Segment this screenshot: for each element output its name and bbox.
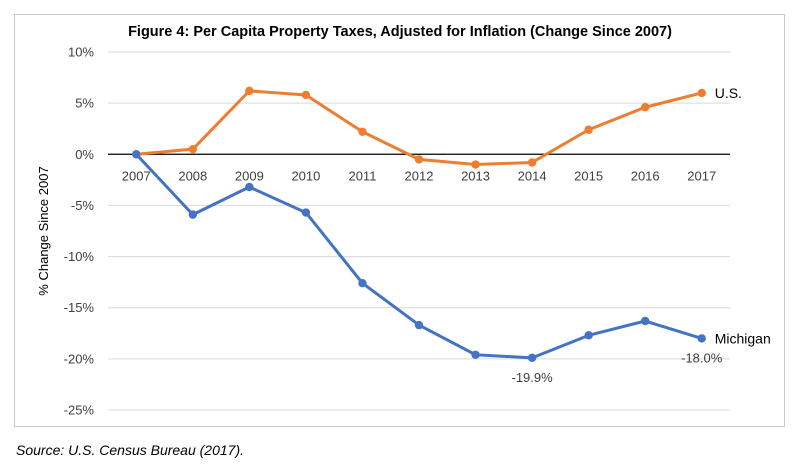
y-axis-label: % Change Since 2007 [36, 166, 51, 295]
series-line-us [136, 89, 703, 167]
data-label: -18.0% [681, 350, 723, 365]
series-label: U.S. [715, 85, 742, 101]
data-point [697, 334, 706, 343]
x-tick-label: 2015 [574, 168, 603, 183]
data-point [132, 150, 141, 159]
data-point [527, 353, 537, 363]
data-point [527, 158, 537, 167]
x-tick-label: 2010 [291, 168, 320, 183]
data-point [471, 160, 480, 169]
data-point [358, 278, 367, 288]
x-tick-label: 2016 [631, 168, 660, 183]
x-tick-label: 2007 [122, 168, 151, 183]
x-tick-label: 2014 [518, 168, 547, 183]
data-point [471, 350, 480, 359]
x-tick-label: 2009 [235, 168, 264, 183]
chart-title: Figure 4: Per Capita Property Taxes, Adj… [128, 24, 672, 40]
data-point [301, 90, 311, 100]
x-tick-label: 2011 [348, 168, 376, 183]
chart-frame [14, 14, 785, 427]
data-point [640, 316, 650, 326]
x-tick-label: 2017 [687, 168, 716, 183]
y-tick-label: -25% [64, 403, 95, 418]
data-point [301, 208, 311, 217]
y-tick-label: -5% [71, 198, 95, 213]
y-tick-label: 5% [75, 96, 94, 111]
data-point [188, 144, 198, 154]
y-tick-label: -10% [64, 249, 95, 264]
y-tick-label: 0% [75, 147, 94, 162]
source-note: Source: U.S. Census Bureau (2017). [16, 442, 245, 458]
y-tick-label: -20% [64, 351, 95, 366]
y-tick-label: 10% [68, 45, 94, 60]
x-tick-label: 2012 [405, 168, 434, 183]
x-tick-label: 2008 [178, 168, 207, 183]
data-point [245, 182, 254, 192]
data-point [697, 88, 706, 98]
data-point [584, 331, 593, 340]
series-label: Michigan [715, 330, 771, 346]
y-tick-label: -15% [64, 300, 95, 315]
data-point [414, 155, 424, 164]
data-point [640, 103, 650, 112]
data-point [414, 320, 424, 330]
x-tick-label: 2013 [461, 168, 490, 183]
data-point [358, 127, 367, 136]
data-point [245, 86, 254, 96]
data-label: -19.9% [511, 370, 553, 385]
data-point [188, 210, 198, 219]
data-point [584, 125, 593, 134]
